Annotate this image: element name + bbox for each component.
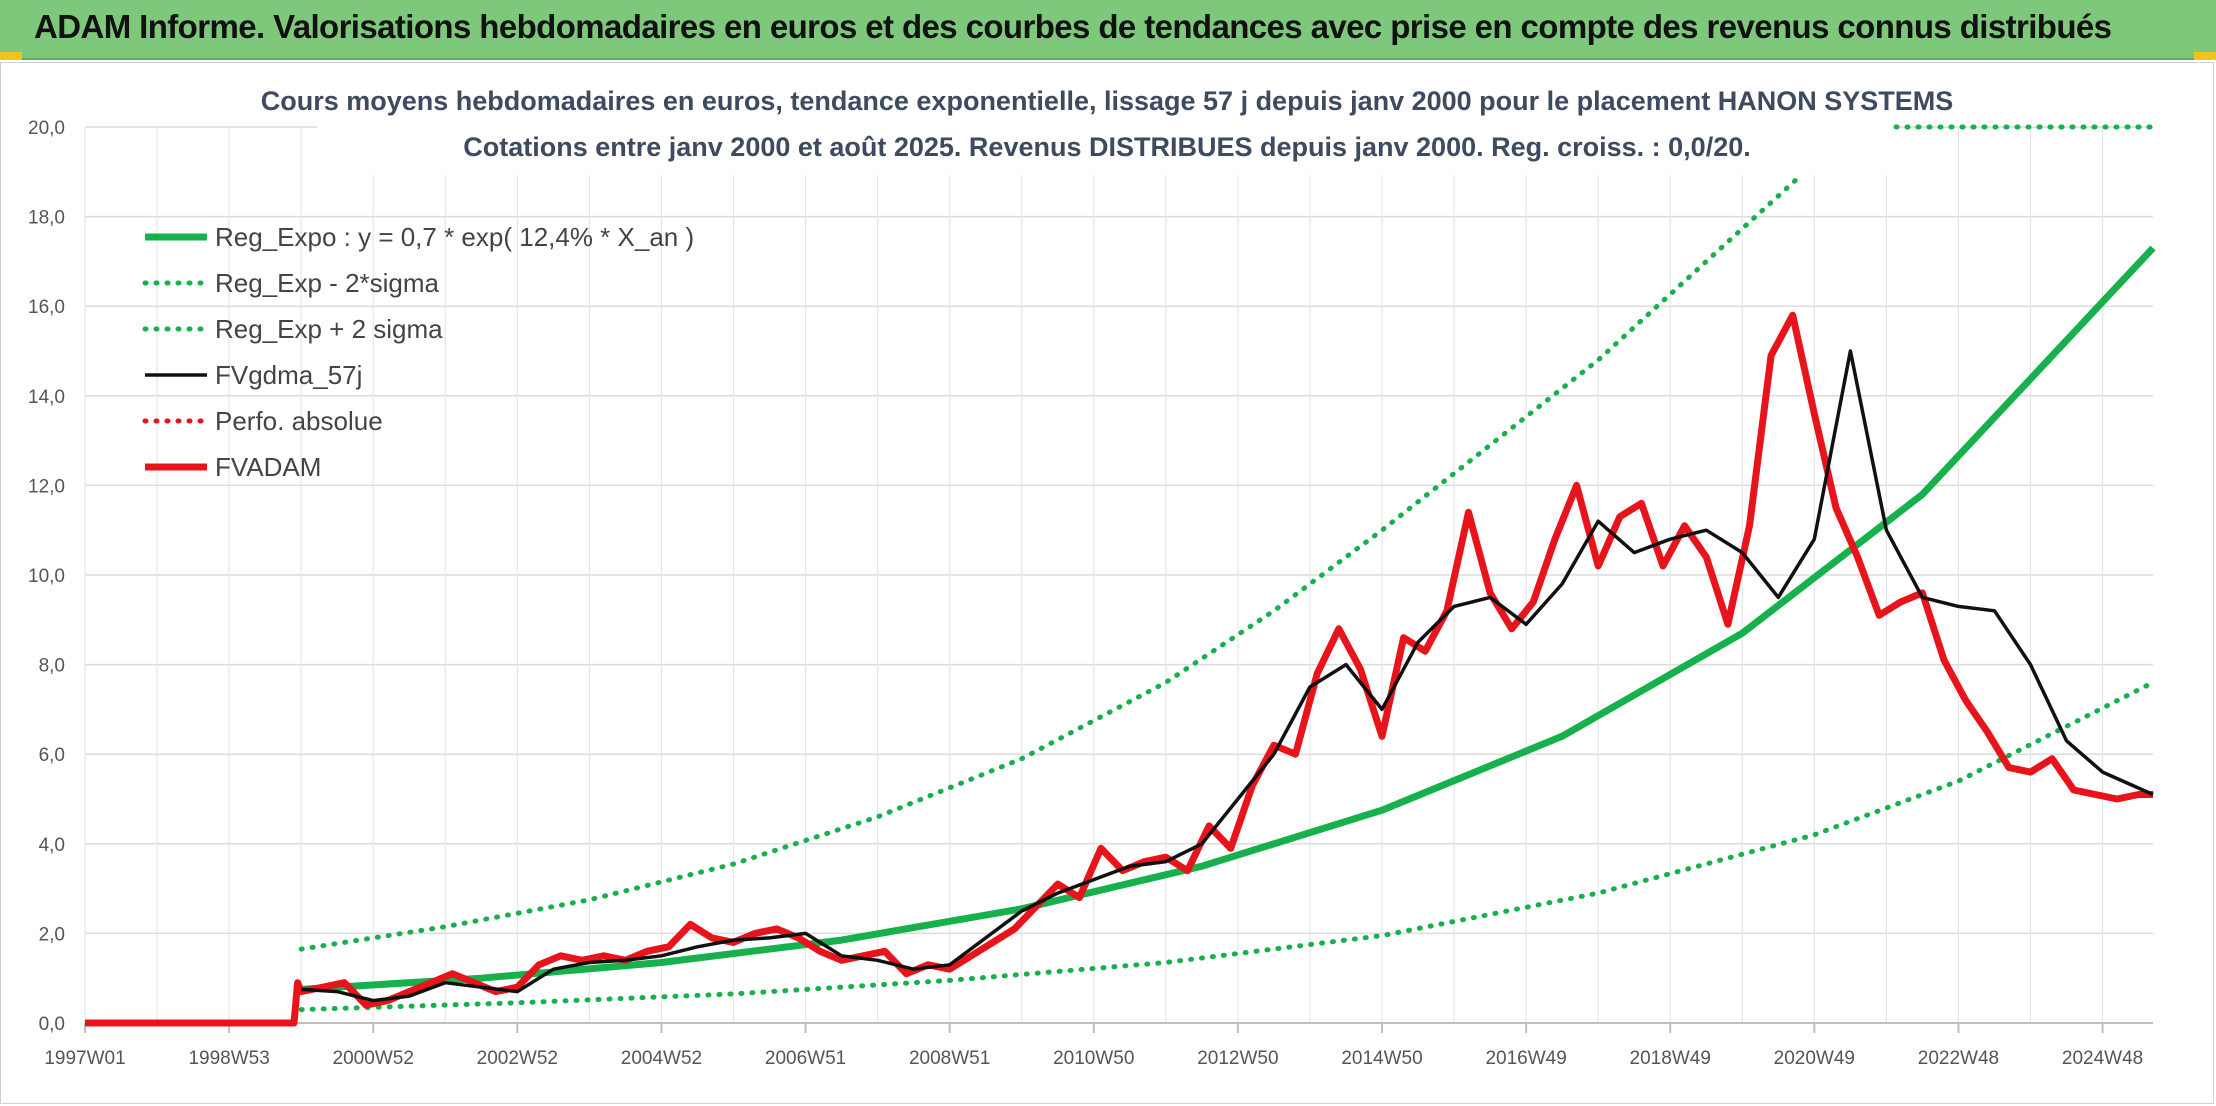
y-axis-ticks: 0,0 2,0 4,0 6,0 8,0 10,0 12,0 14,0 16,0 18,0 20,0 [28, 118, 65, 1035]
header-corner-left [0, 52, 22, 60]
legend-entry: Perfo. absolue [215, 406, 383, 436]
y-tick-label: 8,0 [39, 656, 65, 677]
header-corner-right [2194, 52, 2216, 60]
header-bar: ADAM Informe. Valorisations hebdomadaire… [0, 0, 2216, 60]
y-tick-label: 16,0 [28, 297, 65, 318]
legend-entry: Reg_Exp - 2*sigma [215, 268, 440, 298]
y-tick-label: 20,0 [28, 118, 65, 139]
legend-entry: Reg_Exp + 2 sigma [215, 314, 443, 344]
y-tick-label: 18,0 [28, 208, 65, 229]
chart-area: 0,0 2,0 4,0 6,0 8,0 10,0 12,0 14,0 16,0 18,0 20,0 … [0, 62, 2214, 1104]
title-background [317, 69, 1897, 175]
series-line-5 [85, 311, 2153, 1027]
y-tick-label: 0,0 [39, 1014, 65, 1035]
line-chart: 0,02,04,06,08,010,012,014,016,018,020,0 … [28, 69, 2156, 1069]
x-tick-label: 2018W49 [1630, 1048, 1711, 1069]
legend-entry: FVgdma_57j [215, 360, 362, 390]
series-line-2 [298, 173, 1803, 952]
x-tick-label: 1997W01 [44, 1048, 125, 1069]
y-tick-label: 12,0 [28, 476, 65, 497]
y-tick-label: 6,0 [39, 745, 65, 766]
x-tick-label: 2004W52 [621, 1048, 702, 1069]
series-line-0 [300, 245, 2156, 993]
x-tick-label: 2016W49 [1485, 1048, 1566, 1069]
y-tick-label: 10,0 [28, 566, 65, 587]
chart-title: Cours moyens hebdomadaires en euros, ten… [261, 86, 1954, 116]
page-title: ADAM Informe. Valorisations hebdomadaire… [34, 8, 2112, 45]
legend-entry: FVADAM [215, 452, 321, 482]
x-tick-label: 2022W48 [1918, 1048, 1999, 1069]
legend-entry: Reg_Expo : y = 0,7 * exp( 12,4% * X_an ) [215, 222, 694, 252]
x-tick-label: 2012W50 [1197, 1048, 1278, 1069]
x-tick-label: 2014W50 [1341, 1048, 1422, 1069]
x-tick-label: 2010W50 [1053, 1048, 1134, 1069]
series-lines [85, 173, 2156, 1027]
series-line-3 [301, 349, 2154, 1003]
chart-subtitle: Cotations entre janv 2000 et août 2025. … [463, 132, 1750, 162]
x-tick-label: 2008W51 [909, 1048, 990, 1069]
x-tick-label: 2024W48 [2062, 1048, 2143, 1069]
legend: Reg_Expo : y = 0,7 * exp( 12,4% * X_an )… [142, 124, 2156, 482]
x-tick-label: 2002W52 [477, 1048, 558, 1069]
y-tick-label: 14,0 [28, 387, 65, 408]
x-tick-label: 2006W51 [765, 1048, 846, 1069]
x-tick-label: 2020W49 [1774, 1048, 1855, 1069]
series-line-1 [298, 680, 2156, 1013]
y-tick-label: 4,0 [39, 835, 65, 856]
x-axis-ticks: 1997W01 1998W53 2000W52 2002W52 2004W52 2006W… [44, 1023, 2143, 1069]
x-tick-label: 2000W52 [333, 1048, 414, 1069]
y-tick-label: 2,0 [39, 924, 65, 945]
x-tick-label: 1998W53 [188, 1048, 269, 1069]
